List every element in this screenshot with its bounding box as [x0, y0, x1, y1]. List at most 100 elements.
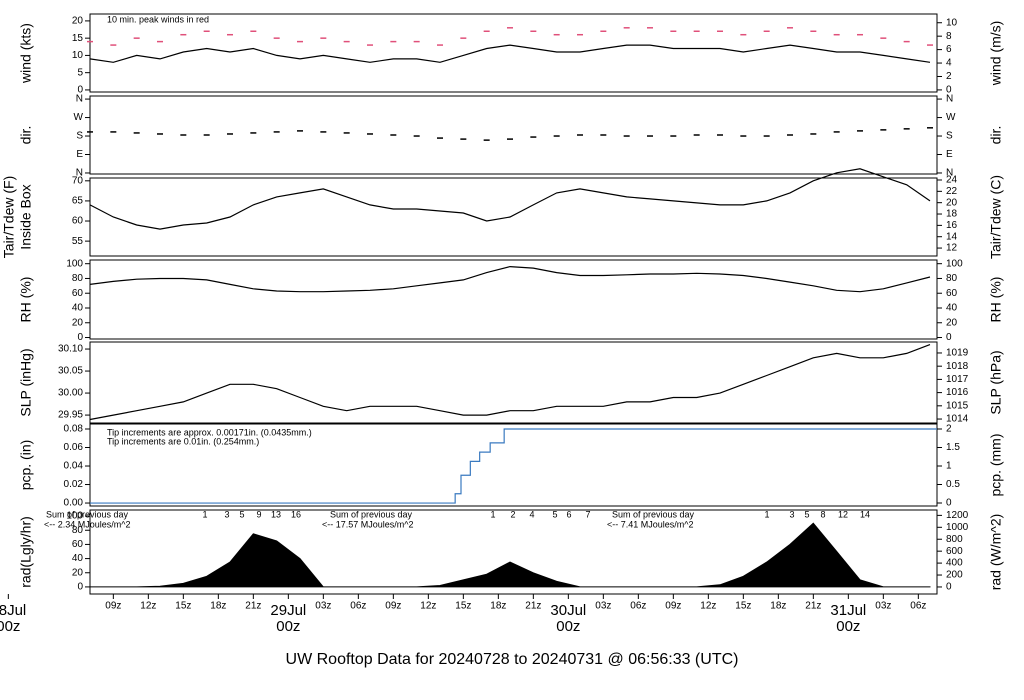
y-tick-label: 29.95 — [58, 410, 83, 421]
y2-tick-label: N — [946, 94, 953, 105]
hour-label: 7 — [585, 509, 590, 519]
x-tick-label: 12z — [140, 601, 156, 612]
y-tick-label: 20 — [72, 567, 84, 578]
x-tick-label: 03z — [875, 601, 891, 612]
hour-label: 3 — [224, 509, 229, 519]
annotation: Sum of previous day — [330, 509, 413, 519]
hour-label: 5 — [804, 509, 809, 519]
x-tick-label: 03z — [595, 601, 611, 612]
y2-tick-label: 10 — [946, 17, 958, 28]
x-tick-label: 21z — [805, 601, 821, 612]
y-axis-label: wind (kts) — [18, 23, 34, 84]
panel-frame — [89, 259, 938, 340]
data-line — [89, 168, 931, 230]
y2-tick-label: 800 — [946, 534, 963, 545]
x-tick-label: 09z — [105, 601, 121, 612]
hour-label: 5 — [239, 509, 244, 519]
y-tick-label: 40 — [72, 303, 84, 314]
y2-tick-label: 0 — [946, 582, 952, 593]
annotation: Tip increments are approx. 0.00171in. (0… — [107, 427, 312, 437]
y2-tick-label: 1017 — [946, 374, 969, 385]
day-hour-label: 00z — [276, 618, 300, 635]
hour-label: 8 — [820, 509, 825, 519]
y-tick-label: 15 — [72, 33, 84, 44]
y-tick-label: 60 — [72, 216, 84, 227]
x-tick-label: 09z — [385, 601, 401, 612]
x-tick-label: 06z — [910, 601, 926, 612]
y2-tick-label: 80 — [946, 273, 958, 284]
y-axis-label: Tair/Tdew (F) — [1, 176, 17, 258]
data-line — [89, 44, 931, 63]
y2-tick-label: 600 — [946, 546, 963, 557]
x-tick-label: 15z — [455, 601, 471, 612]
day-label: 29Jul — [270, 602, 306, 619]
y2-tick-label: 60 — [946, 288, 958, 299]
x-tick-label: 12z — [700, 601, 716, 612]
y2-axis-label: pcp. (mm) — [988, 434, 1004, 497]
y2-tick-label: 1018 — [946, 361, 969, 372]
y-tick-label: N — [76, 94, 83, 105]
x-tick-label: 03z — [315, 601, 331, 612]
hour-label: 14 — [860, 509, 870, 519]
y2-tick-label: E — [946, 149, 953, 160]
y-axis-label: SLP (inHg) — [18, 348, 34, 416]
day-hour-label: 00z — [556, 618, 580, 635]
day-label: 28Jul — [0, 602, 26, 619]
y-tick-label: 10 — [72, 50, 84, 61]
y2-tick-label: 1000 — [946, 522, 969, 533]
y2-tick-label: 16 — [946, 220, 958, 231]
hour-label: 6 — [566, 509, 571, 519]
y2-axis-label: dir. — [988, 126, 1004, 145]
hour-label: 1 — [490, 509, 495, 519]
hour-label: 9 — [256, 509, 261, 519]
y-tick-label: 55 — [72, 236, 84, 247]
hour-label: 1 — [202, 509, 207, 519]
y2-tick-label: 20 — [946, 317, 958, 328]
x-tick-label: 09z — [665, 601, 681, 612]
y2-tick-label: 1 — [946, 461, 952, 472]
y-tick-label: 0.04 — [64, 461, 84, 472]
day-label: 30Jul — [550, 602, 586, 619]
y-tick-label: 0 — [77, 85, 83, 96]
day-label: 31Jul — [830, 602, 866, 619]
y2-tick-label: 1019 — [946, 348, 969, 359]
y-tick-label: 60 — [72, 539, 84, 550]
y2-axis-label: RH (%) — [988, 277, 1004, 323]
panel-frame — [89, 423, 938, 507]
y-tick-label: 0.06 — [64, 442, 84, 453]
y2-tick-label: 14 — [946, 231, 958, 242]
y2-tick-label: 0 — [946, 332, 952, 343]
area — [89, 522, 931, 588]
chart-title: UW Rooftop Data for 20240728 to 20240731… — [286, 651, 739, 668]
day-hour-label: 00z — [836, 618, 860, 635]
x-tick-label: 15z — [175, 601, 191, 612]
y2-tick-label: 6 — [946, 44, 952, 55]
y2-tick-label: 18 — [946, 209, 958, 220]
panel-frame — [89, 177, 938, 257]
y-tick-label: 0 — [77, 582, 83, 593]
y2-axis-label: SLP (hPa) — [988, 350, 1004, 414]
step-line — [90, 428, 937, 504]
panel-frame — [89, 13, 938, 93]
y2-tick-label: 40 — [946, 303, 958, 314]
y2-axis-label: wind (m/s) — [988, 21, 1004, 87]
annotation: Tip increments are 0.01in. (0.254mm.) — [107, 436, 259, 446]
x-tick-label: 21z — [525, 601, 541, 612]
y2-tick-label: 400 — [946, 558, 963, 569]
y2-tick-label: N — [946, 168, 953, 179]
y-tick-label: 0.02 — [64, 479, 84, 490]
hour-label: 1 — [764, 509, 769, 519]
y2-tick-label: W — [946, 112, 956, 123]
y-tick-label: 65 — [72, 196, 84, 207]
y2-tick-label: 12 — [946, 243, 958, 254]
y-axis-label: pcp. (in) — [18, 440, 34, 491]
y2-tick-label: 20 — [946, 197, 958, 208]
hour-label: 13 — [271, 509, 281, 519]
y2-axis-label: rad (W/m^2) — [988, 514, 1004, 591]
y2-axis-label: Tair/Tdew (C) — [988, 175, 1004, 259]
x-tick-label: 21z — [245, 601, 261, 612]
annotation: <-- 2.34 MJoules/m^2 — [44, 519, 131, 529]
y-tick-label: E — [76, 149, 83, 160]
